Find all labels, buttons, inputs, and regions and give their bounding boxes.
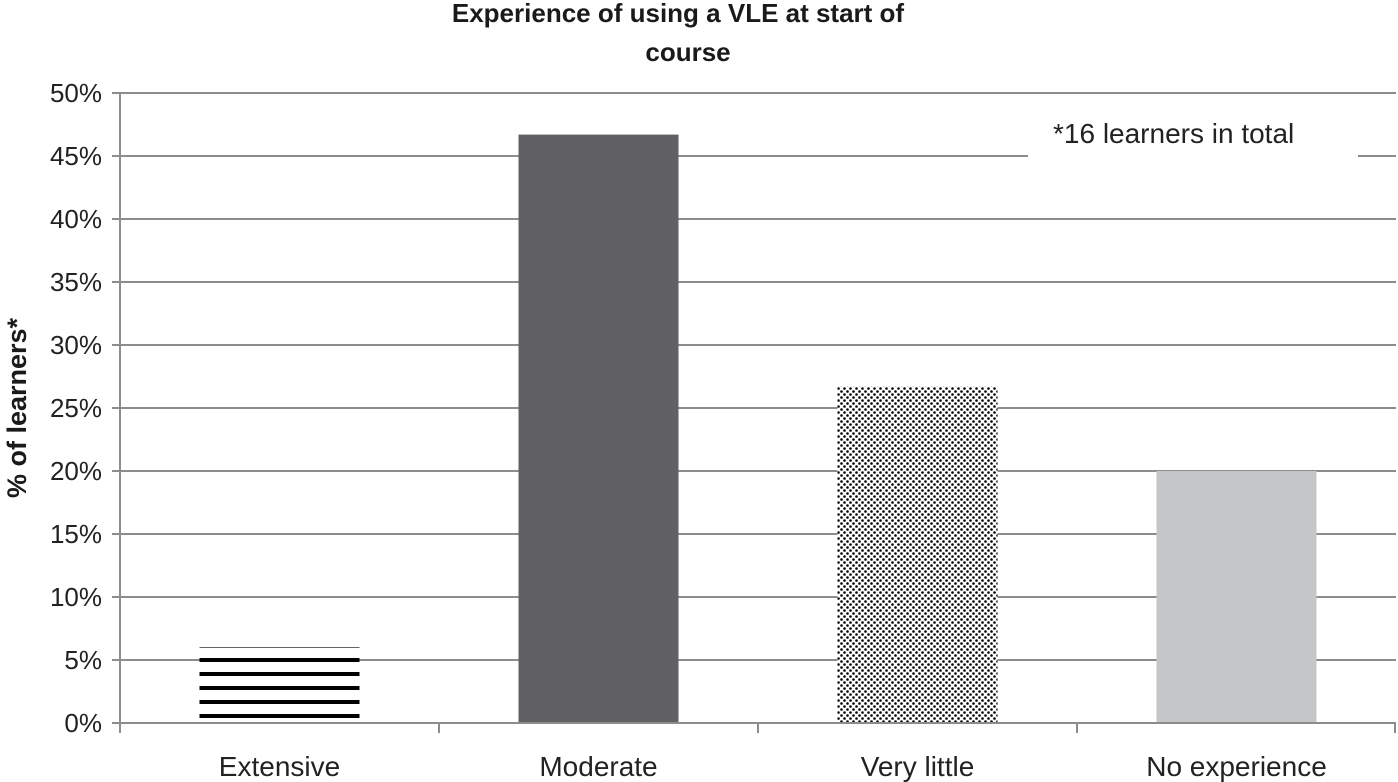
x-category-label: Very little xyxy=(861,751,975,782)
y-tick-label: 45% xyxy=(50,141,102,171)
x-category-label: No experience xyxy=(1146,751,1327,782)
bars xyxy=(199,134,1317,723)
y-tick-label: 50% xyxy=(50,78,102,108)
y-tick-label: 10% xyxy=(50,582,102,612)
annotation-box xyxy=(1028,108,1358,168)
y-tick-label: 15% xyxy=(50,519,102,549)
y-tick-labels: 0% 5% 10% 15% 20% 25% 30% 35% 40% 45% 50% xyxy=(50,78,102,738)
y-tick-label: 20% xyxy=(50,456,102,486)
x-category-labels: Extensive Moderate Very little No experienc… xyxy=(219,751,1327,782)
y-tick-label: 0% xyxy=(64,708,102,738)
annotation-note: *16 learners in total xyxy=(1053,118,1294,149)
bar-very-little xyxy=(837,386,998,723)
x-category-label: Extensive xyxy=(219,751,340,782)
chart-title-line-1: Experience of using a VLE at start of xyxy=(452,0,905,28)
bar-no-experience xyxy=(1156,471,1317,723)
y-tick-label: 25% xyxy=(50,393,102,423)
chart-title-line-2: course xyxy=(645,37,730,67)
y-tick-label: 5% xyxy=(64,645,102,675)
y-axis-title: % of learners* xyxy=(2,317,32,498)
bar-extensive xyxy=(199,647,360,723)
axes xyxy=(119,93,1396,733)
bar-moderate xyxy=(518,134,679,723)
y-tick-label: 40% xyxy=(50,204,102,234)
y-tick-label: 30% xyxy=(50,330,102,360)
x-category-label: Moderate xyxy=(539,751,657,782)
y-tick-label: 35% xyxy=(50,267,102,297)
